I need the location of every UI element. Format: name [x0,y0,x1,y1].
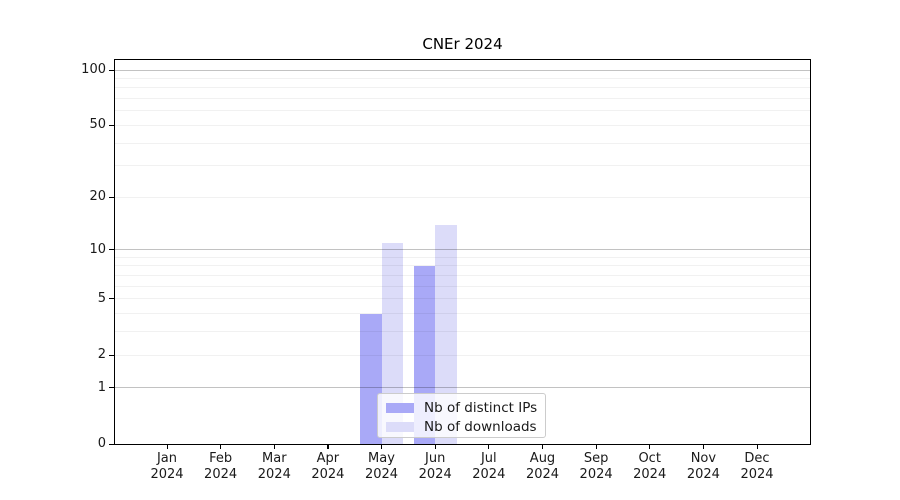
x-tick-label-feb: Feb 2024 [204,451,238,482]
y-tick-label-10: 10 [89,241,106,257]
x-tick-mar [273,445,275,449]
x-tick-label-aug: Aug 2024 [525,451,560,482]
x-tick-label-may: May 2024 [364,451,399,482]
gridline-8 [115,265,810,267]
legend-swatch-distinct-ips [386,402,414,413]
gridline-6 [115,285,810,287]
y-tick-0 [109,443,114,445]
legend: Nb of distinct IPs Nb of downloads [377,393,546,438]
gridline-40 [115,142,810,144]
x-tick-label-jan: Jan 2024 [150,451,184,482]
y-tick-50 [109,124,114,127]
x-tick-label-mar: Mar 2024 [257,451,291,482]
x-tick-nov [702,445,705,449]
y-tick-5 [109,298,114,300]
x-tick-label-sep: Sep 2024 [579,451,613,482]
x-tick-label-dec: Dec 2024 [740,451,774,482]
x-tick-jun [434,445,436,449]
y-tick-label-100: 100 [81,62,106,77]
x-tick-aug [542,445,544,449]
legend-label-distinct-ips: Nb of distinct IPs [424,399,538,416]
x-tick-label-jun: Jun 2024 [418,451,452,482]
chart-title: CNEr 2024 [422,35,503,53]
y-tick-10 [109,249,114,251]
legend-item-distinct-ips: Nb of distinct IPs [386,399,537,416]
y-tick-label-5: 5 [97,290,106,306]
x-tick-label-oct: Oct 2024 [633,451,667,482]
legend-item-downloads: Nb of downloads [386,418,537,435]
y-tick-20 [109,196,114,198]
gridline-90 [115,77,810,79]
gridline-4 [115,313,810,315]
gridline-50 [115,124,810,126]
gridline-1 [115,387,810,389]
x-tick-label-jul: Jul 2024 [472,451,506,482]
x-tick-feb [220,445,222,449]
gridline-20 [115,196,810,198]
gridline-70 [115,98,810,100]
y-tick-label-2: 2 [97,347,106,362]
x-tick-may [381,445,383,449]
gridline-9 [115,256,810,258]
gridline-5 [115,298,810,300]
gridline-100 [115,69,810,71]
gridline-7 [115,275,810,276]
plot-area [114,59,811,445]
gridline-3 [115,331,810,333]
gridline-60 [115,110,810,112]
y-tick-label-50: 50 [89,117,106,133]
y-tick-label-1: 1 [97,379,106,395]
x-tick-jan [166,445,168,449]
bar-jun-nb-of-downloads [435,224,457,444]
x-tick-oct [649,445,651,449]
y-tick-1 [109,387,114,389]
x-tick-label-apr: Apr 2024 [311,451,345,482]
y-tick-2 [109,354,114,356]
gridline-2 [115,354,810,356]
gridline-10 [115,249,810,251]
gridline-80 [115,87,810,89]
y-tick-100 [109,69,114,71]
x-tick-sep [595,445,597,449]
x-tick-jul [488,445,490,449]
legend-swatch-downloads [386,421,414,432]
x-tick-label-nov: Nov 2024 [686,451,720,482]
y-tick-label-0: 0 [97,436,106,451]
legend-label-downloads: Nb of downloads [424,418,537,435]
x-tick-dec [756,445,758,449]
bar-may-nb-of-distinct-ips [360,313,382,444]
y-tick-label-20: 20 [89,189,106,205]
x-tick-apr [327,445,329,449]
gridlines-layer [115,60,810,444]
gridline-30 [115,165,810,167]
